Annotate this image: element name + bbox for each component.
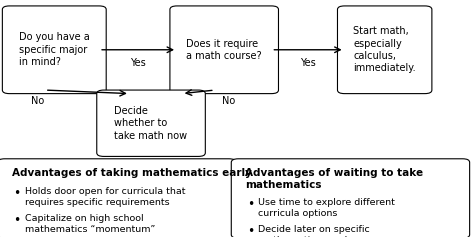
Text: Decide later on specific
mathematics needs: Decide later on specific mathematics nee… bbox=[258, 225, 370, 237]
Text: Holds door open for curricula that
requires specific requirements: Holds door open for curricula that requi… bbox=[25, 187, 185, 206]
FancyBboxPatch shape bbox=[0, 159, 236, 237]
Text: No: No bbox=[222, 96, 235, 106]
Text: Decide
whether to
take math now: Decide whether to take math now bbox=[115, 106, 187, 141]
FancyBboxPatch shape bbox=[337, 6, 432, 94]
Text: Advantages of taking mathematics early: Advantages of taking mathematics early bbox=[12, 168, 252, 178]
Text: Capitalize on high school
mathematics “momentum”: Capitalize on high school mathematics “m… bbox=[25, 214, 155, 234]
FancyBboxPatch shape bbox=[97, 90, 205, 156]
Text: Use time to explore different
curricula options: Use time to explore different curricula … bbox=[258, 198, 395, 218]
Text: Start math,
especially
calculus,
immediately.: Start math, especially calculus, immedia… bbox=[354, 26, 416, 73]
Text: Yes: Yes bbox=[300, 58, 316, 68]
Text: •: • bbox=[247, 225, 254, 237]
FancyBboxPatch shape bbox=[231, 159, 470, 237]
Text: •: • bbox=[13, 187, 20, 200]
Text: •: • bbox=[247, 198, 254, 211]
Text: No: No bbox=[31, 96, 44, 106]
FancyBboxPatch shape bbox=[170, 6, 278, 94]
Text: Does it require
a math course?: Does it require a math course? bbox=[186, 39, 262, 61]
Text: Advantages of waiting to take
mathematics: Advantages of waiting to take mathematic… bbox=[245, 168, 423, 190]
FancyBboxPatch shape bbox=[2, 6, 106, 94]
Text: •: • bbox=[13, 214, 20, 227]
Text: Yes: Yes bbox=[130, 58, 146, 68]
Text: Do you have a
specific major
in mind?: Do you have a specific major in mind? bbox=[19, 32, 90, 67]
